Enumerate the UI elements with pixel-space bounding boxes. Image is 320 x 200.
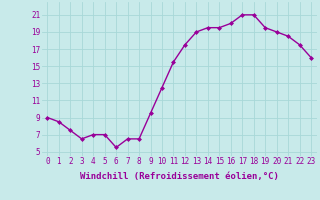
X-axis label: Windchill (Refroidissement éolien,°C): Windchill (Refroidissement éolien,°C) <box>80 172 279 181</box>
